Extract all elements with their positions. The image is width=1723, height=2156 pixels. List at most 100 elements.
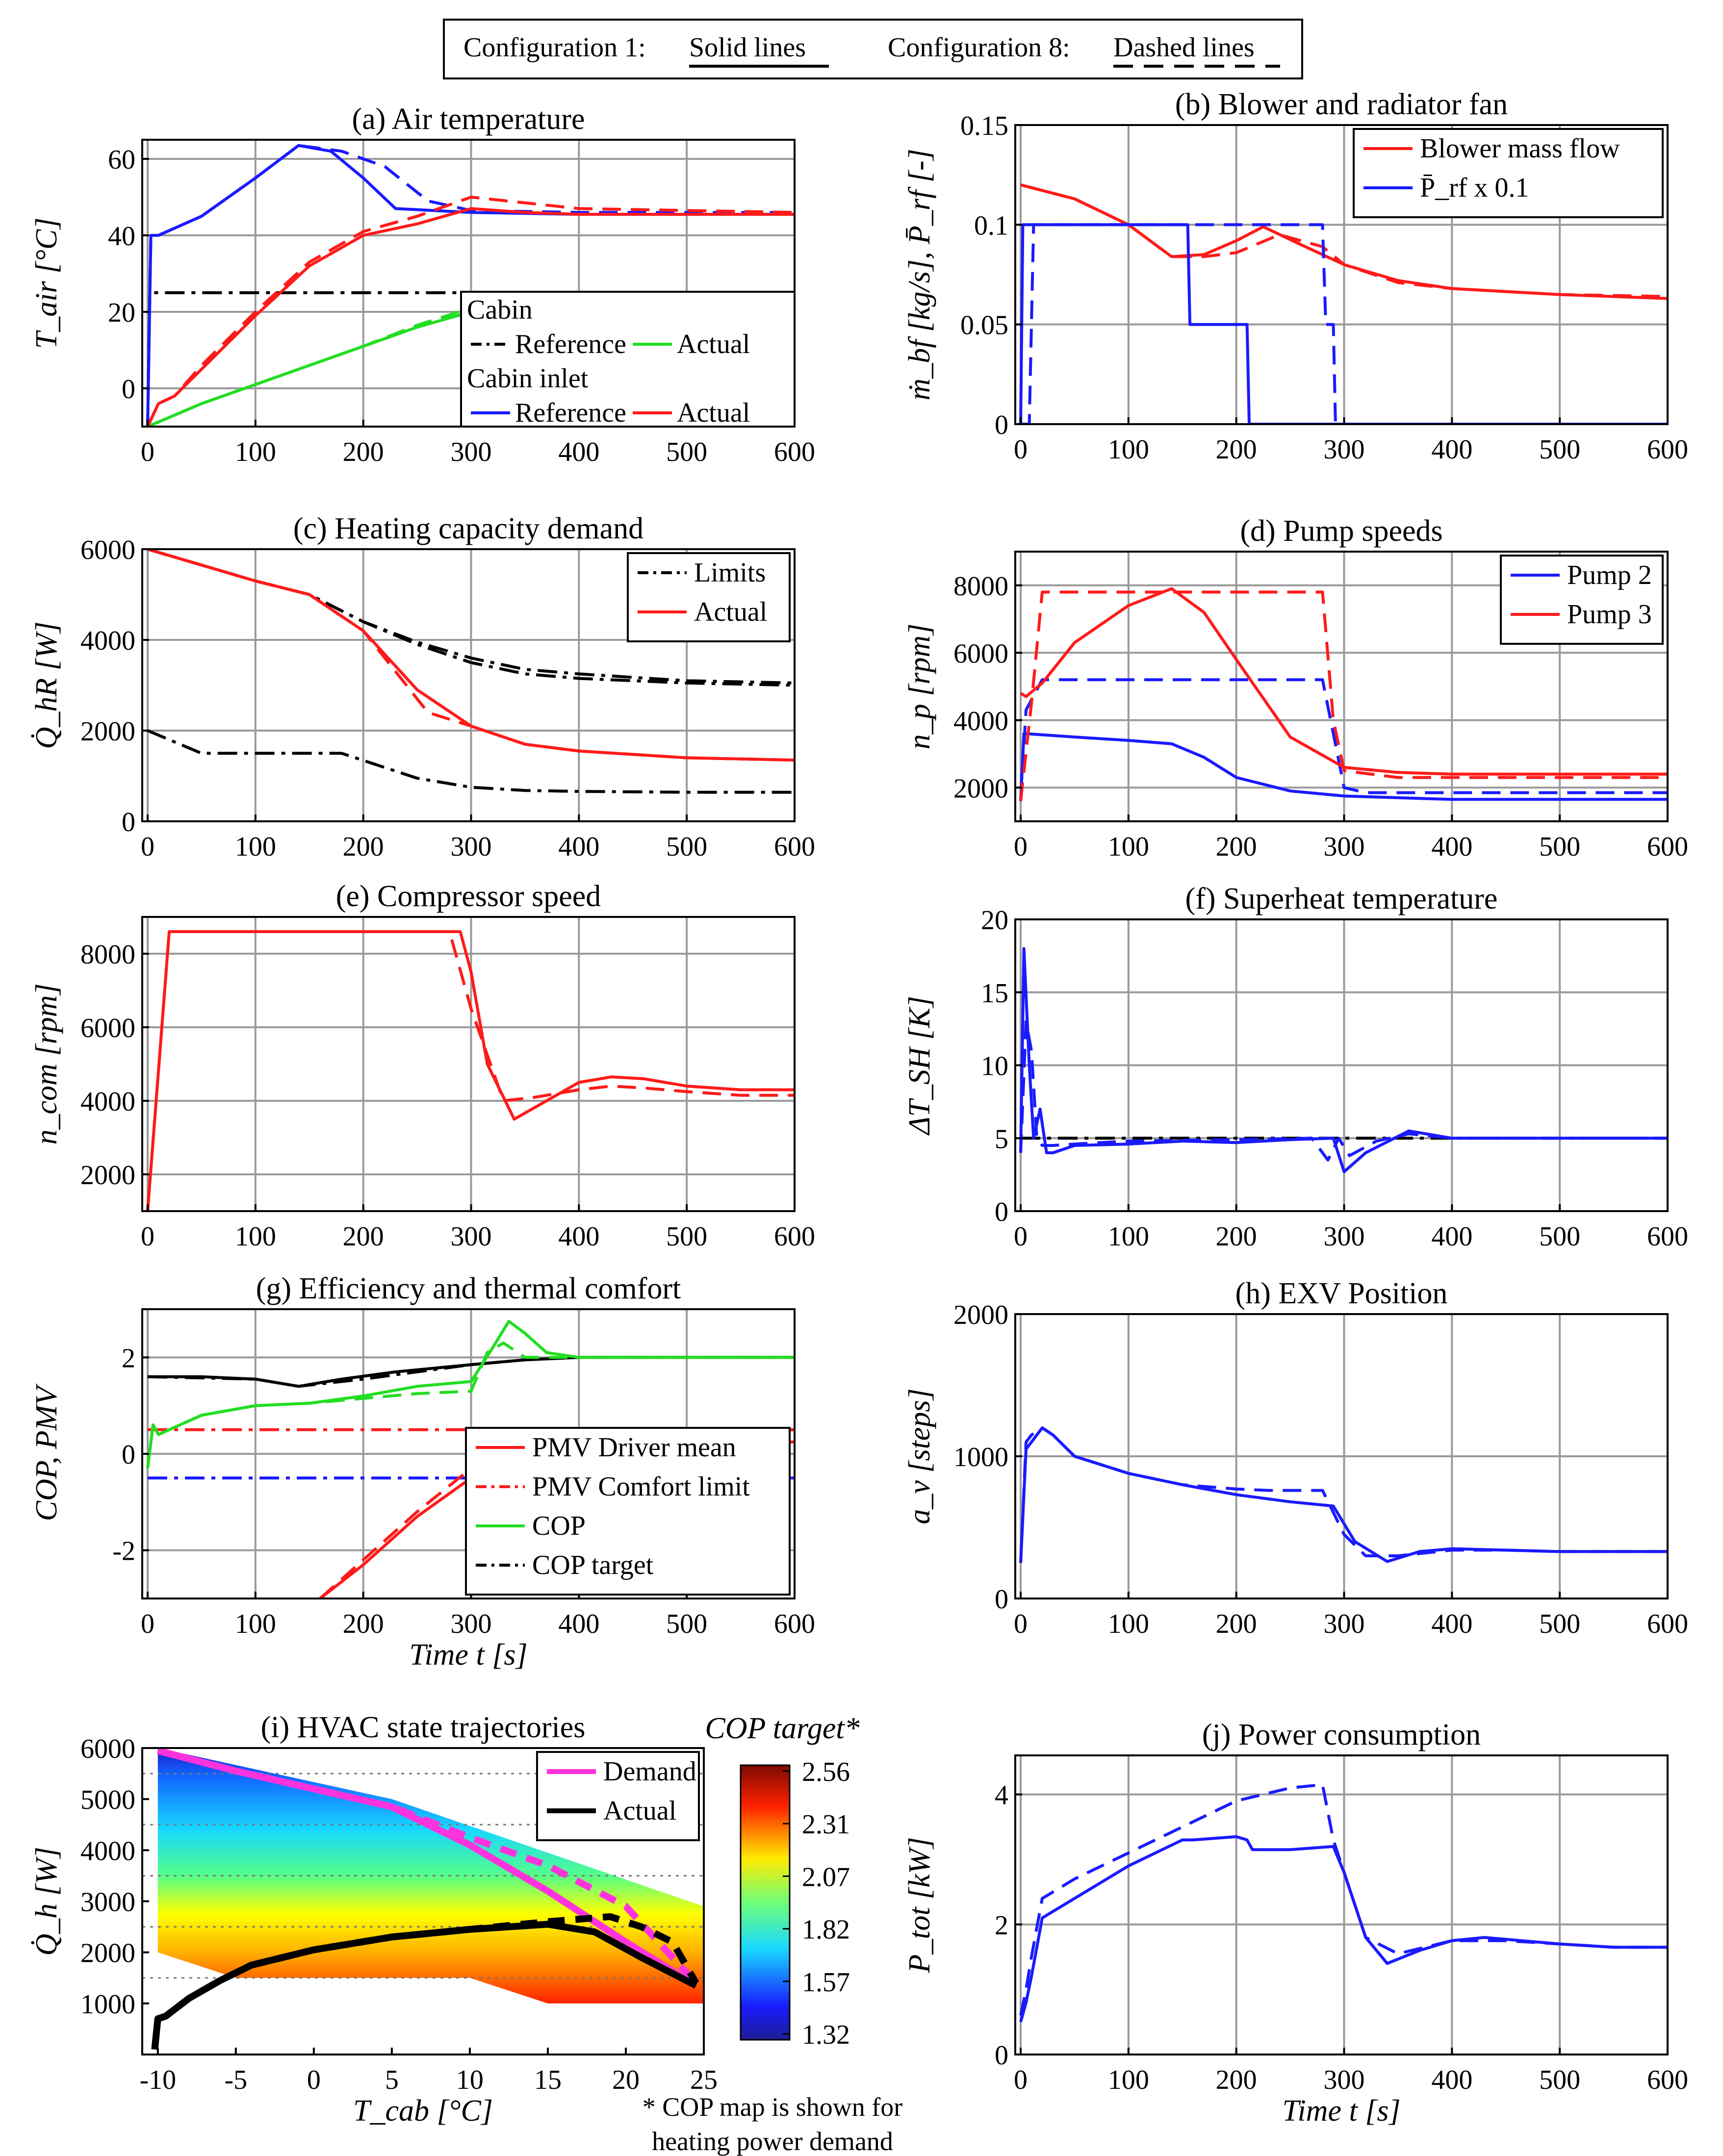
legend-entry-label: Actual <box>694 597 767 627</box>
tick-label-x: 0 <box>141 1609 154 1639</box>
tick-label-x: 400 <box>1431 1221 1472 1252</box>
legend-entry-label: PMV Driver mean <box>532 1432 736 1463</box>
tick-label-y: 2000 <box>80 1160 135 1191</box>
series-line-3 <box>1018 223 1668 424</box>
legend-box <box>536 1751 700 1841</box>
tick-label-x: 300 <box>450 1221 491 1252</box>
colorbar-title: COP target* <box>705 1712 859 1745</box>
series-line-2 <box>146 930 795 1211</box>
tick-label-x: 15 <box>534 2065 562 2095</box>
tick-label-x: 400 <box>1431 434 1472 465</box>
tick-label-x: -5 <box>225 2065 248 2095</box>
tick-label-y: 6000 <box>80 535 135 565</box>
footnote-line: heating power demand <box>652 2127 893 2156</box>
series-line-5 <box>146 144 795 427</box>
series-line-3 <box>1020 587 1668 776</box>
chart-title: (d) Pump speeds <box>1240 514 1442 548</box>
tick-label-y: 20 <box>108 298 135 328</box>
panel-f-superheat-temperature: 0 100 200 300 400 500 600 0 5 10 15 20 (f) Superheat… <box>903 882 1688 1252</box>
legend-box <box>1500 555 1664 645</box>
tick-label-y: 6000 <box>953 638 1008 669</box>
tick-label-x: 25 <box>690 2065 718 2095</box>
tick-label-x: 500 <box>666 1609 707 1639</box>
tick-label-x: -10 <box>139 2065 176 2095</box>
y-axis-label: n_com [rpm] <box>30 984 63 1145</box>
chart-title: (h) EXV Position <box>1235 1277 1448 1310</box>
tick-label-y: 4000 <box>80 626 135 656</box>
chart-legend: Pump 2 Pump 3 <box>1500 555 1664 645</box>
tick-label-y: 8000 <box>953 571 1008 602</box>
series-line-3 <box>147 729 795 794</box>
series-line-8 <box>146 1341 795 1469</box>
config-legend-box: Configuration 1: Solid lines Configurati… <box>443 19 1303 79</box>
legend-box <box>1353 128 1664 218</box>
legend-entry-label: Demand <box>603 1756 696 1787</box>
panel-i-hvac-state-trajectories: -10 -5 0 5 10 15 20 25 1000 2000 3000 4000 5000 6000 (… <box>30 1711 902 2156</box>
panel-g-efficiency-thermal-comfort: 0 100 200 300 400 500 600 -2 0 2 (g) Efficiency an… <box>30 1272 815 1672</box>
series-line-1 <box>1019 1835 1668 2023</box>
config1-label: Configuration 1: <box>463 32 646 63</box>
tick-label-y: 4000 <box>80 1836 135 1866</box>
tick-label-y: 0 <box>995 2040 1008 2071</box>
tick-label-y: 3000 <box>80 1887 135 1918</box>
series-line-2 <box>1019 947 1668 1173</box>
tick-label-x: 0 <box>1014 832 1028 862</box>
legend-entry-label: P̄_rf x 0.1 <box>1420 173 1529 203</box>
tick-label-x: 600 <box>1647 2065 1688 2095</box>
colorbar-tick-label: 1.57 <box>802 1967 850 1998</box>
tick-label-y: -2 <box>112 1536 135 1567</box>
tick-label-x: 400 <box>1431 832 1472 862</box>
tick-label-x: 600 <box>774 1221 815 1252</box>
tick-label-y: 0 <box>995 1197 1008 1227</box>
legend-group-title: Cabin <box>467 295 533 325</box>
tick-label-x: 300 <box>1323 1609 1364 1639</box>
chart-title: (a) Air temperature <box>352 102 585 136</box>
legend-entry-label: Blower mass flow <box>1420 133 1620 164</box>
tick-label-y: 0 <box>122 1440 135 1470</box>
tick-label-x: 200 <box>1216 2065 1257 2095</box>
tick-label-x: 100 <box>235 832 276 862</box>
tick-label-x: 400 <box>558 437 599 467</box>
colorbar-gradient <box>740 1764 791 2041</box>
tick-label-x: 100 <box>235 1221 276 1252</box>
tick-label-y: 4000 <box>953 706 1008 736</box>
legend-entry-label: COP <box>532 1511 586 1541</box>
tick-label-x: 10 <box>456 2065 484 2095</box>
legend-entry-label: Actual <box>677 398 750 428</box>
config1-style: Solid lines <box>689 32 806 63</box>
legend-entry-label: Reference <box>515 398 626 428</box>
tick-label-y: 2 <box>122 1343 135 1373</box>
colorbar-tick-label: 2.56 <box>802 1757 850 1787</box>
tick-label-x: 100 <box>235 1609 276 1639</box>
y-axis-label: P_tot [kW] <box>903 1837 936 1973</box>
plot-area <box>1015 1755 1668 2055</box>
tick-label-y: 0 <box>122 807 135 837</box>
tick-label-x: 0 <box>1014 2065 1028 2095</box>
tick-label-x: 20 <box>612 2065 640 2095</box>
tick-label-x: 600 <box>774 1609 815 1639</box>
y-axis-label: T_air [°C] <box>30 218 63 349</box>
legend-entry-label: Actual <box>677 329 750 359</box>
tick-label-y: 60 <box>108 145 135 175</box>
tick-label-x: 200 <box>1216 1221 1257 1252</box>
legend-box <box>460 291 796 428</box>
tick-label-x: 500 <box>1539 832 1580 862</box>
tick-label-x: 300 <box>1323 434 1364 465</box>
tick-label-y: 4 <box>995 1780 1008 1811</box>
series-line-7 <box>146 196 795 427</box>
chart-legend: Demand Actual <box>536 1751 700 1841</box>
tick-label-y: 5 <box>995 1124 1008 1154</box>
tick-label-y: 1000 <box>80 1989 135 2020</box>
tick-label-x: 0 <box>141 832 154 862</box>
series-line-2 <box>1019 678 1668 801</box>
tick-label-x: 600 <box>1647 434 1688 465</box>
series-line-4 <box>319 1428 795 1598</box>
tick-label-y: 2000 <box>953 773 1008 804</box>
legend-entry-label: Actual <box>603 1796 676 1826</box>
chart-legend: PMV Driver mean PMV Comfort limit COP COP t… <box>465 1427 791 1596</box>
tick-label-y: 2000 <box>80 1938 135 1969</box>
tick-label-y: 2000 <box>80 716 135 747</box>
tick-label-x: 200 <box>1216 832 1257 862</box>
legend-entry-label: PMV Comfort limit <box>532 1471 750 1502</box>
series-line-3 <box>1019 1020 1668 1162</box>
